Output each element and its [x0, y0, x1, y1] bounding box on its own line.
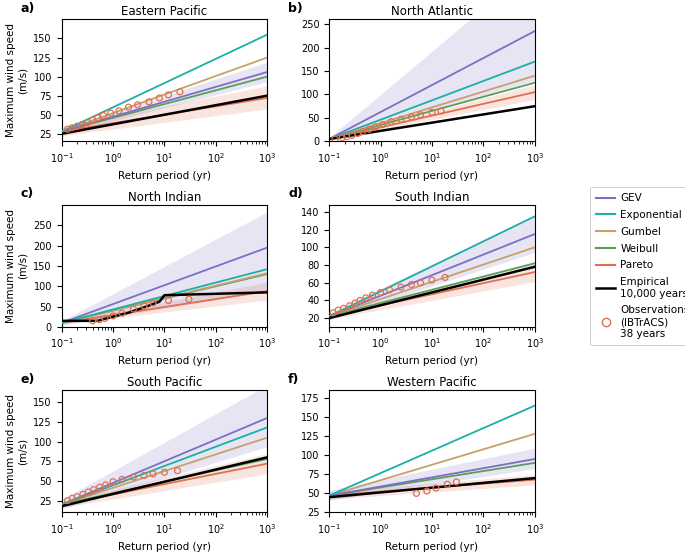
Point	[430, 484, 441, 493]
Point	[352, 129, 363, 138]
Point	[82, 118, 93, 127]
Point	[77, 120, 88, 129]
Point	[357, 127, 368, 136]
Point	[421, 486, 432, 495]
Point	[105, 109, 116, 117]
Point	[138, 301, 149, 310]
Point	[147, 469, 158, 478]
Title: North Atlantic: North Atlantic	[391, 5, 473, 18]
Point	[367, 291, 378, 300]
Text: d): d)	[288, 187, 303, 200]
Point	[395, 115, 406, 124]
Point	[116, 475, 127, 484]
Point	[66, 124, 77, 132]
Y-axis label: Maximum wind speed
(m/s): Maximum wind speed (m/s)	[6, 394, 28, 509]
Title: North Indian: North Indian	[127, 191, 201, 204]
Point	[451, 478, 462, 486]
Title: Western Pacific: Western Pacific	[387, 376, 477, 389]
Point	[147, 299, 158, 307]
Point	[341, 132, 352, 141]
Y-axis label: Maximum wind speed
(m/s): Maximum wind speed (m/s)	[6, 23, 28, 137]
Point	[436, 106, 447, 115]
Point	[95, 483, 105, 492]
Point	[159, 468, 170, 477]
Point	[88, 485, 99, 494]
Point	[172, 466, 183, 475]
Point	[415, 278, 426, 287]
Point	[364, 125, 375, 134]
Title: Eastern Pacific: Eastern Pacific	[121, 5, 208, 18]
Point	[327, 309, 338, 317]
Point	[87, 116, 98, 125]
Point	[62, 125, 73, 134]
X-axis label: Return period (yr): Return period (yr)	[118, 541, 211, 552]
Point	[62, 496, 73, 505]
X-axis label: Return period (yr): Return period (yr)	[118, 356, 211, 366]
Text: e): e)	[21, 372, 35, 386]
Point	[406, 112, 417, 121]
Legend: GEV, Exponential, Gumbel, Weibull, Pareto, Empirical
10,000 years, Observations
: GEV, Exponential, Gumbel, Weibull, Paret…	[590, 187, 685, 345]
Point	[184, 295, 195, 304]
Point	[427, 276, 438, 285]
Point	[116, 309, 127, 317]
Point	[128, 473, 139, 481]
Point	[98, 111, 109, 120]
Point	[100, 480, 111, 489]
Point	[138, 471, 149, 480]
Point	[337, 134, 348, 142]
Point	[411, 489, 422, 498]
Point	[72, 493, 83, 501]
X-axis label: Return period (yr): Return period (yr)	[386, 171, 478, 181]
Point	[347, 131, 358, 140]
Text: b): b)	[288, 2, 303, 14]
Point	[386, 117, 397, 126]
Point	[329, 135, 340, 143]
Point	[406, 280, 417, 289]
Text: a): a)	[21, 2, 35, 14]
Point	[72, 122, 83, 131]
Point	[143, 98, 154, 106]
Point	[375, 288, 386, 297]
Point	[415, 110, 426, 119]
Point	[95, 315, 105, 324]
Point	[77, 490, 88, 499]
Point	[108, 478, 119, 486]
Point	[349, 299, 360, 307]
Point	[108, 311, 119, 320]
Point	[442, 480, 453, 489]
Point	[333, 306, 344, 315]
Title: South Indian: South Indian	[395, 191, 469, 204]
X-axis label: Return period (yr): Return period (yr)	[386, 356, 478, 366]
Point	[427, 108, 438, 117]
Point	[338, 304, 349, 313]
Point	[355, 296, 366, 305]
Point	[154, 94, 165, 102]
Title: South Pacific: South Pacific	[127, 376, 202, 389]
Point	[132, 100, 143, 109]
Point	[377, 120, 388, 129]
Point	[128, 305, 139, 314]
Point	[440, 273, 451, 282]
Point	[92, 114, 103, 122]
Point	[114, 106, 125, 115]
Text: f): f)	[288, 372, 299, 386]
Point	[395, 283, 406, 291]
X-axis label: Return period (yr): Return period (yr)	[118, 171, 211, 181]
Point	[123, 102, 134, 111]
Point	[87, 316, 98, 325]
Point	[344, 301, 355, 310]
Point	[83, 488, 94, 496]
Point	[370, 122, 381, 131]
Point	[163, 90, 174, 99]
X-axis label: Return period (yr): Return period (yr)	[386, 541, 478, 552]
Y-axis label: Maximum wind speed
(m/s): Maximum wind speed (m/s)	[6, 209, 28, 323]
Point	[66, 494, 77, 502]
Point	[360, 293, 371, 302]
Point	[175, 88, 186, 96]
Text: c): c)	[21, 187, 34, 200]
Point	[384, 285, 395, 294]
Point	[99, 314, 110, 323]
Point	[163, 296, 174, 305]
